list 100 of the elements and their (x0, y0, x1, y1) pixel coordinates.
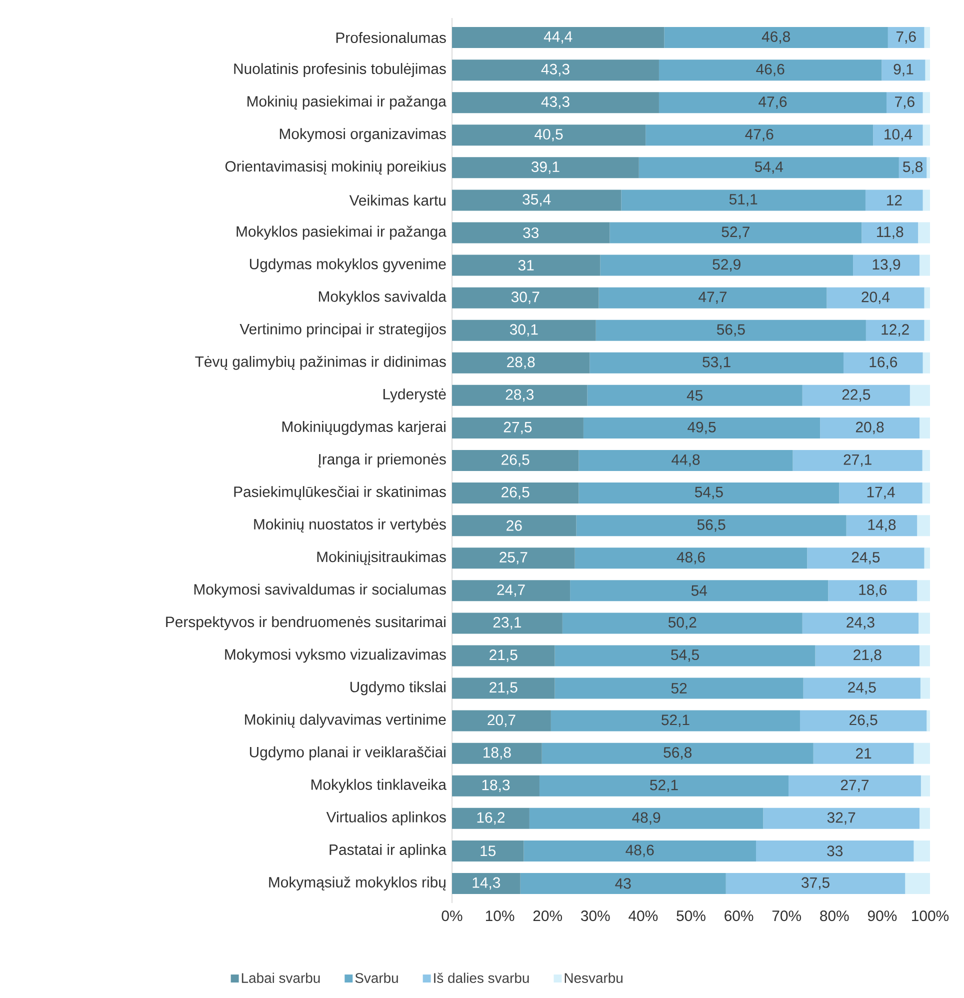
data-label: 28,8 (507, 356, 535, 370)
bar (452, 580, 570, 602)
bar (926, 710, 930, 732)
bar (539, 775, 789, 796)
bar (807, 548, 924, 569)
bar (550, 710, 800, 732)
bar (925, 60, 930, 81)
bar (922, 352, 930, 374)
data-label: 52,1 (662, 714, 690, 727)
data-label: 50,2 (668, 617, 696, 630)
bar (886, 92, 923, 114)
bar (800, 710, 927, 732)
data-label: 28,3 (506, 389, 534, 402)
bar (919, 808, 930, 829)
legend-label: Nesvarbu (564, 972, 622, 983)
bar (658, 92, 887, 114)
bar (803, 678, 920, 699)
bar (922, 124, 930, 146)
bar (919, 645, 930, 666)
bar (865, 190, 923, 211)
bar (914, 742, 930, 764)
y-tick-label: Mokinių dalyvavimas vertinime (245, 714, 446, 728)
data-label: 47,6 (758, 96, 787, 109)
y-tick-label: Pastatai ir aplinka (330, 844, 446, 858)
data-label: 33 (523, 227, 539, 238)
bar (452, 482, 579, 504)
data-label: 43 (615, 878, 631, 889)
y-tick-label: Ugdymas mokyklos gyvenime (250, 258, 446, 272)
bar (452, 27, 664, 48)
data-label: 26,5 (502, 454, 530, 467)
data-label: 13,9 (872, 259, 900, 272)
bar (452, 92, 659, 114)
bar (664, 27, 888, 48)
bar (873, 124, 923, 146)
bar (520, 872, 726, 894)
bar (587, 384, 802, 406)
y-tick-label: Mokyklos savivalda (318, 290, 446, 305)
data-label: 48,6 (626, 844, 654, 858)
bar (820, 417, 920, 438)
data-label: 54,5 (671, 650, 699, 662)
bar (578, 482, 840, 504)
data-label: 18,8 (484, 747, 511, 760)
bar (917, 580, 930, 602)
data-label: 30,1 (510, 324, 538, 337)
bar (843, 352, 923, 374)
bar (882, 60, 926, 81)
bar (452, 417, 584, 438)
data-label: 54 (691, 585, 708, 596)
legend-label: Svarbu (355, 972, 398, 983)
data-label: 52,7 (722, 226, 750, 239)
y-tick-label: Veikimas kartu (349, 194, 446, 206)
data-label: 44,4 (544, 31, 572, 44)
legend-label: Labai svarbu (242, 972, 320, 983)
bar (922, 450, 930, 472)
bar (905, 872, 930, 894)
x-tick-label: 10% (486, 910, 514, 922)
data-label: 48,6 (676, 552, 705, 564)
y-tick-label: Orientavimasisį mokinių poreikius (225, 160, 446, 175)
y-tick-label: Mokyklos tinklaveika (311, 778, 446, 793)
x-tick-label: 50% (676, 910, 706, 922)
y-tick-label: Mokymosi vyksmo vizualizavimas (225, 648, 446, 663)
bar (802, 384, 910, 406)
data-label: 26 (506, 520, 522, 531)
y-tick-label: Mokymosi organizavimas (280, 128, 446, 142)
bar (578, 450, 793, 472)
bar (452, 254, 600, 276)
y-tick-label: Mokymosi savivaldumas ir socialumas (194, 584, 446, 598)
bar (452, 872, 520, 894)
bar (452, 515, 576, 536)
bar (924, 320, 930, 341)
x-tick-label: 40% (628, 910, 658, 922)
data-label: 49,5 (688, 422, 716, 434)
data-label: 12,2 (882, 324, 909, 337)
bar (452, 840, 524, 862)
data-label: 27,7 (840, 780, 869, 792)
x-tick-label: 30% (581, 910, 610, 922)
bar (452, 157, 639, 178)
data-label: 26,5 (502, 486, 530, 500)
x-tick-label: 60% (724, 910, 754, 922)
data-label: 14,3 (472, 877, 500, 890)
data-label: 21,5 (490, 650, 518, 662)
y-tick-label: Įranga ir priemonės (318, 454, 446, 468)
data-label: 47,6 (745, 128, 774, 142)
bar (570, 580, 828, 602)
data-label: 26,5 (850, 714, 878, 727)
data-label: 35,4 (522, 194, 551, 206)
x-tick-label: 0% (442, 910, 462, 922)
bar (452, 742, 542, 764)
bar (815, 645, 920, 666)
bar (926, 157, 930, 178)
bar (853, 254, 920, 276)
data-label: 37,5 (802, 877, 830, 890)
bar (918, 612, 930, 634)
data-label: 12 (886, 194, 902, 206)
bar (452, 320, 596, 341)
bar (554, 678, 804, 699)
bar (600, 254, 854, 276)
legend-label: Iš dalies svarbu (434, 972, 529, 983)
y-tick-label: Lyderystė (383, 388, 446, 402)
bar (922, 92, 930, 114)
